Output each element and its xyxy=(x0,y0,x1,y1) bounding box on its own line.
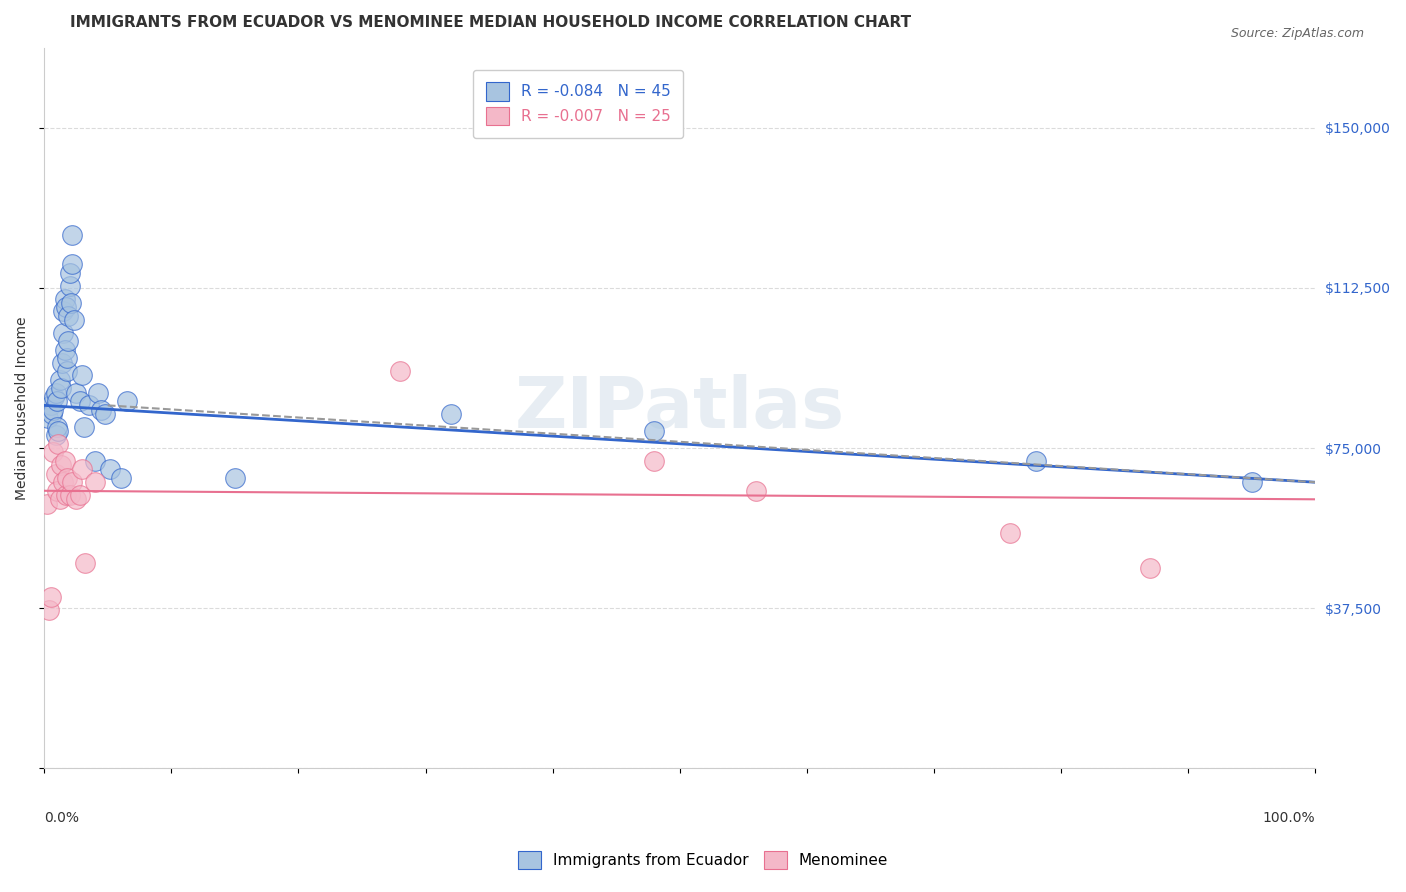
Point xyxy=(60,227,83,242)
Point xyxy=(42,445,65,459)
Point xyxy=(56,471,79,485)
Y-axis label: Median Household Income: Median Household Income xyxy=(15,317,30,500)
Point xyxy=(58,309,80,323)
Point xyxy=(110,471,132,485)
Point xyxy=(72,368,94,383)
Point xyxy=(59,296,82,310)
Text: IMMIGRANTS FROM ECUADOR VS MENOMINEE MEDIAN HOUSEHOLD INCOME CORRELATION CHART: IMMIGRANTS FROM ECUADOR VS MENOMINEE MED… xyxy=(70,15,911,30)
Point xyxy=(51,356,73,370)
Point xyxy=(84,454,107,468)
Point xyxy=(59,278,82,293)
Point xyxy=(1025,454,1047,468)
Point xyxy=(52,475,75,490)
Point xyxy=(98,462,121,476)
Point xyxy=(643,454,665,468)
Point xyxy=(73,419,96,434)
Point xyxy=(45,467,67,481)
Point xyxy=(42,402,65,417)
Point xyxy=(41,407,63,421)
Point xyxy=(44,390,66,404)
Point xyxy=(73,557,96,571)
Point xyxy=(440,407,463,421)
Legend: Immigrants from Ecuador, Menominee: Immigrants from Ecuador, Menominee xyxy=(512,845,894,875)
Point xyxy=(49,381,72,395)
Point xyxy=(90,402,112,417)
Point xyxy=(46,394,69,409)
Point xyxy=(69,488,91,502)
Point xyxy=(643,424,665,438)
Point xyxy=(1139,560,1161,574)
Point xyxy=(69,394,91,409)
Point xyxy=(389,364,412,378)
Point xyxy=(1240,475,1263,490)
Point xyxy=(77,398,100,412)
Point xyxy=(62,313,84,327)
Text: ZIPatlas: ZIPatlas xyxy=(515,374,845,442)
Point xyxy=(37,411,59,425)
Text: Source: ZipAtlas.com: Source: ZipAtlas.com xyxy=(1230,27,1364,40)
Point xyxy=(53,292,76,306)
Point xyxy=(39,398,62,412)
Point xyxy=(84,475,107,490)
Point xyxy=(745,483,768,498)
Point xyxy=(65,385,87,400)
Point xyxy=(94,407,117,421)
Point xyxy=(55,488,77,502)
Point xyxy=(48,373,70,387)
Point xyxy=(46,419,69,434)
Point xyxy=(60,258,83,272)
Point xyxy=(60,475,83,490)
Text: 100.0%: 100.0% xyxy=(1263,812,1315,825)
Point xyxy=(48,492,70,507)
Point xyxy=(55,300,77,314)
Point xyxy=(52,326,75,340)
Point xyxy=(224,471,246,485)
Point xyxy=(49,458,72,472)
Point xyxy=(56,351,79,366)
Point xyxy=(65,492,87,507)
Point xyxy=(86,385,108,400)
Point xyxy=(56,364,79,378)
Point xyxy=(58,334,80,349)
Point xyxy=(39,591,62,605)
Point xyxy=(115,394,138,409)
Point xyxy=(45,428,67,442)
Point xyxy=(45,385,67,400)
Text: 0.0%: 0.0% xyxy=(44,812,79,825)
Point xyxy=(46,483,69,498)
Point xyxy=(46,424,69,438)
Point xyxy=(59,488,82,502)
Point xyxy=(59,266,82,280)
Point xyxy=(53,343,76,357)
Point xyxy=(35,497,58,511)
Point xyxy=(53,454,76,468)
Point xyxy=(52,304,75,318)
Point xyxy=(1000,526,1022,541)
Point xyxy=(72,462,94,476)
Point xyxy=(38,603,60,617)
Point xyxy=(46,437,69,451)
Legend: R = -0.084   N = 45, R = -0.007   N = 25: R = -0.084 N = 45, R = -0.007 N = 25 xyxy=(474,70,683,137)
